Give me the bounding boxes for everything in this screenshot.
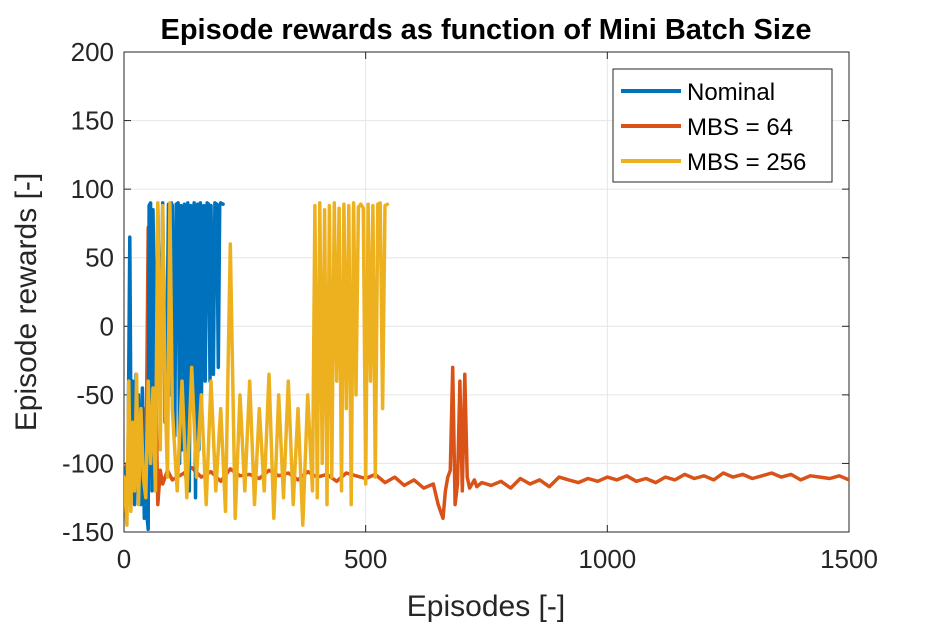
x-tick-label: 1500 [820, 544, 878, 574]
legend-box [612, 68, 833, 183]
y-tick-label: 200 [71, 37, 114, 67]
plot-lines [124, 201, 849, 532]
tick-labels: 0 500 1000 1500 -150 -100 -50 0 50 100 150 200 [62, 37, 878, 574]
chart-title: Episode rewards as function of Mini Batc… [161, 14, 812, 46]
axes [123, 51, 850, 533]
x-tick-label: 500 [344, 544, 387, 574]
series-line-3 [124, 201, 390, 527]
y-axis-label: Episode rewards [-] [10, 173, 43, 431]
legend-label: MBS = 64 [687, 114, 793, 141]
y-tick-label: -50 [76, 380, 114, 410]
legend: Nominal MBS = 64 MBS = 256 [612, 68, 833, 183]
x-tick-label: 0 [117, 544, 131, 574]
x-tick-label: 1000 [578, 544, 636, 574]
axes-box [123, 51, 850, 533]
series-line-2 [124, 225, 849, 521]
legend-label: Nominal [687, 79, 775, 106]
legend-label: MBS = 256 [687, 149, 806, 176]
x-axis-label: Episodes [-] [407, 590, 565, 623]
y-tick-label: -150 [62, 517, 114, 547]
y-tick-label: 0 [100, 311, 114, 341]
y-tick-label: 50 [85, 243, 114, 273]
y-tick-label: 150 [71, 106, 114, 136]
y-tick-label: 100 [71, 174, 114, 204]
y-tick-label: -100 [62, 448, 114, 478]
